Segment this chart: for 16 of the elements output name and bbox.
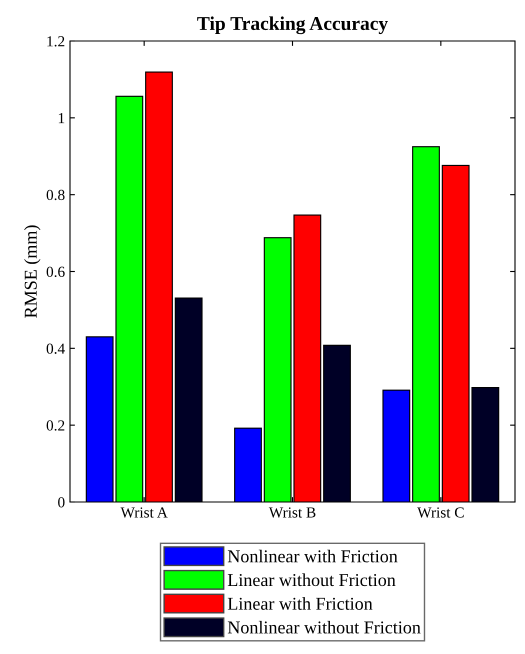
y-tick-label: 0.4 xyxy=(46,343,65,354)
y-tick-label: 1.2 xyxy=(47,36,64,47)
legend-label: Nonlinear with Friction xyxy=(228,550,398,562)
y-tick-label: 0.8 xyxy=(46,190,65,200)
y-tick-label: 0.6 xyxy=(46,266,65,278)
y-tick-label: 0 xyxy=(58,497,65,508)
legend-label: Nonlinear without Friction xyxy=(228,620,421,634)
y-tick-label: 0.2 xyxy=(46,420,64,431)
x-tick-label: Wrist C xyxy=(417,507,464,518)
y-tick-label: 1 xyxy=(58,113,64,124)
y-axis-title: RMSE (mm) xyxy=(24,225,40,318)
legend-label: Linear with Friction xyxy=(228,597,372,610)
x-tick-label: Wrist A xyxy=(120,507,168,518)
chart-title: Tip Tracking Accuracy xyxy=(197,16,388,34)
legend-label: Linear without Friction xyxy=(228,573,396,586)
x-tick-label: Wrist B xyxy=(268,507,316,518)
